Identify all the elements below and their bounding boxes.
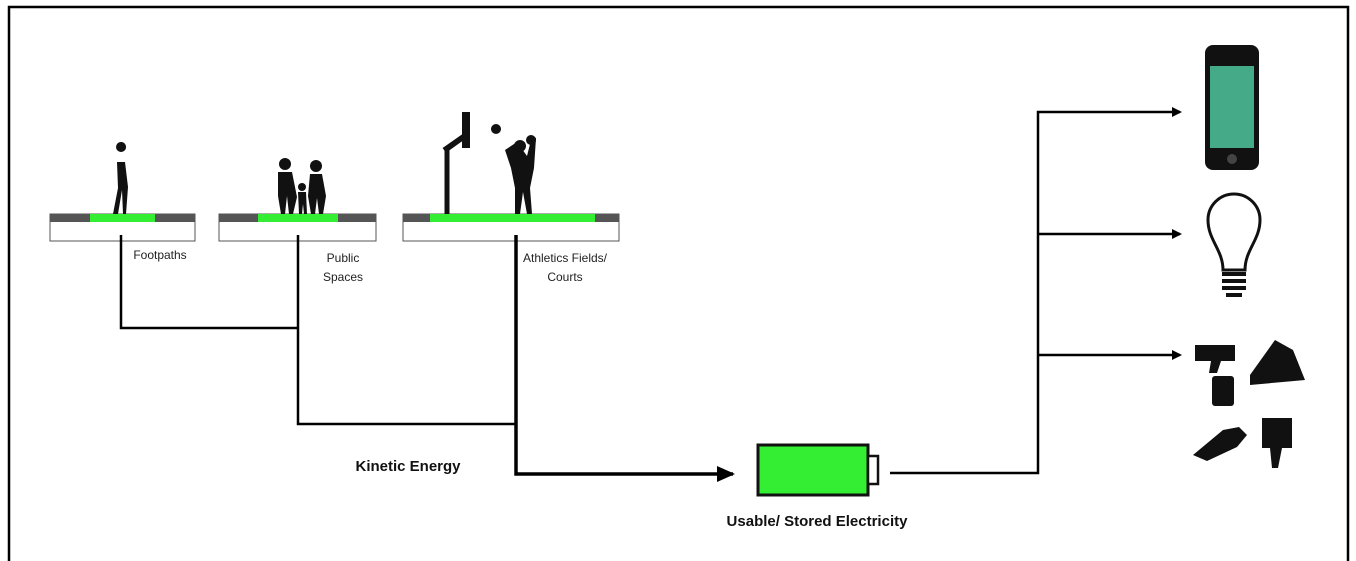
bulb-icon xyxy=(1206,192,1262,297)
tools-icon xyxy=(1193,340,1305,468)
source-label: Athletics Fields/Courts xyxy=(523,251,608,284)
phone-icon xyxy=(1205,45,1259,170)
source-label: Footpaths xyxy=(133,248,186,262)
frame xyxy=(7,5,1350,561)
battery-icon xyxy=(756,443,880,497)
platform-athletics xyxy=(402,112,620,242)
connectors xyxy=(119,107,1182,482)
platform-public-spaces xyxy=(218,158,377,242)
source-label: Public Spaces xyxy=(323,251,363,284)
platform-footpaths xyxy=(49,142,196,242)
flow-label: Kinetic Energy xyxy=(355,458,461,475)
storage-label: Usable/ Stored Electricity xyxy=(727,513,909,530)
